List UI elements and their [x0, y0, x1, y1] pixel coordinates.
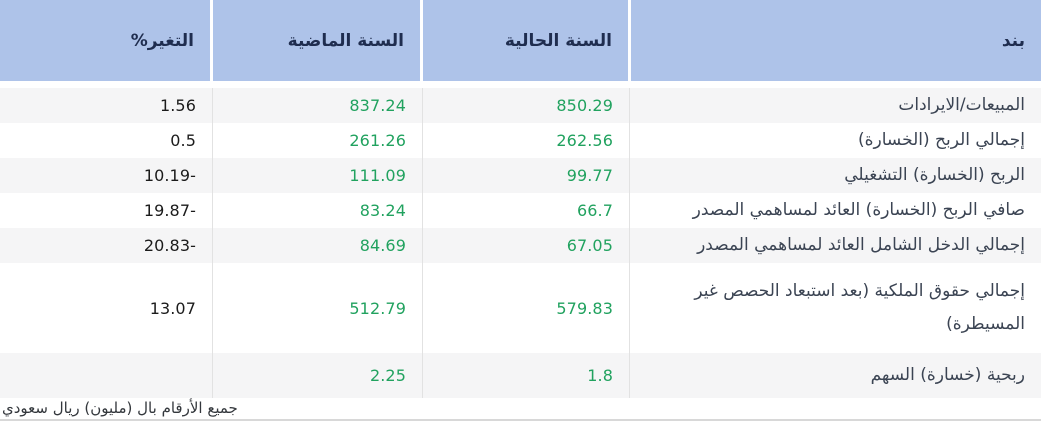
- previous-year-value: 111.09: [212, 158, 422, 193]
- change-percent-value: 1.56: [159, 96, 196, 115]
- current-year-value: 262.56: [422, 123, 629, 158]
- table-row-operating-profit: الربح (الخسارة) التشغيلي 99.77 111.09 -1…: [0, 158, 1041, 193]
- column-header-change-percent: التغير%: [0, 0, 210, 81]
- units-footnote: جميع الأرقام بال (مليون) ريال سعودي: [2, 398, 238, 417]
- change-percent-value: -10.19: [143, 166, 196, 185]
- change-percent-value: 0.5: [170, 131, 196, 150]
- current-year-value: 579.83: [422, 263, 629, 353]
- item-label: ربحية (خسارة) السهم: [629, 353, 1041, 398]
- item-label: الربح (الخسارة) التشغيلي: [629, 158, 1041, 193]
- change-percent-value: [0, 353, 212, 398]
- table-row-comprehensive-income: إجمالي الدخل الشامل العائد لمساهمي المصد…: [0, 228, 1041, 263]
- item-label: صافي الربح (الخسارة) العائد لمساهمي المص…: [629, 193, 1041, 228]
- table-row-gross-profit: إجمالي الربح (الخسارة) 262.56 261.26 0.5: [0, 123, 1041, 158]
- column-header-current-year: السنة الحالية: [423, 0, 628, 81]
- item-label: إجمالي الربح (الخسارة): [629, 123, 1041, 158]
- previous-year-value: 2.25: [212, 353, 422, 398]
- table-row-total-equity: إجمالي حقوق الملكية (بعد استبعاد الحصص غ…: [0, 263, 1041, 353]
- column-header-previous-year: السنة الماضية: [213, 0, 420, 81]
- item-label: إجمالي الدخل الشامل العائد لمساهمي المصد…: [629, 228, 1041, 263]
- previous-year-value: 84.69: [212, 228, 422, 263]
- current-year-value: 850.29: [422, 88, 629, 123]
- change-percent-value: 13.07: [149, 298, 196, 318]
- change-percent-value: -20.83: [143, 236, 196, 255]
- table-header-row: بند السنة الحالية السنة الماضية التغير%: [0, 0, 1041, 81]
- bottom-divider: [0, 419, 1041, 421]
- previous-year-value: 83.24: [212, 193, 422, 228]
- current-year-value: 67.05: [422, 228, 629, 263]
- current-year-value: 99.77: [422, 158, 629, 193]
- current-year-value: 1.8: [422, 353, 629, 398]
- financial-summary-table: بند السنة الحالية السنة الماضية التغير% …: [0, 0, 1041, 398]
- table-row-revenues: المبيعات/الايرادات 850.29 837.24 1.56: [0, 88, 1041, 123]
- table-row-net-profit: صافي الربح (الخسارة) العائد لمساهمي المص…: [0, 193, 1041, 228]
- previous-year-value: 512.79: [212, 263, 422, 353]
- current-year-value: 66.7: [422, 193, 629, 228]
- table-row-eps: ربحية (خسارة) السهم 1.8 2.25: [0, 353, 1041, 398]
- previous-year-value: 261.26: [212, 123, 422, 158]
- change-percent-value: -19.87: [143, 201, 196, 220]
- previous-year-value: 837.24: [212, 88, 422, 123]
- item-label: إجمالي حقوق الملكية (بعد استبعاد الحصص غ…: [629, 263, 1041, 353]
- column-header-item: بند: [631, 0, 1041, 81]
- item-label: المبيعات/الايرادات: [629, 88, 1041, 123]
